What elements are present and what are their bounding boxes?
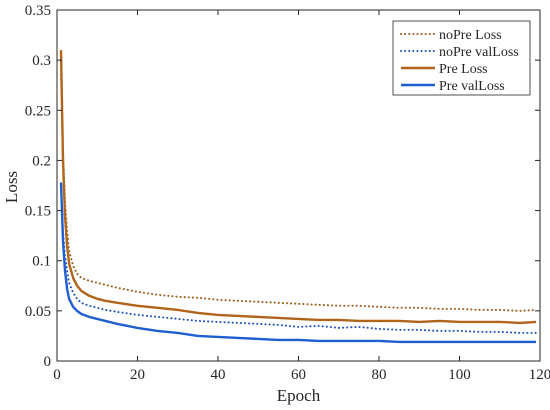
y-tick-label: 0 (44, 354, 52, 370)
series-line-pre-loss (59, 50, 537, 325)
y-tick-label: 0.05 (25, 304, 51, 320)
series-line-nopre-loss (60, 74, 537, 312)
axes (56, 9, 541, 362)
x-tick-label: 80 (372, 367, 387, 383)
legend-label: Pre valLoss (439, 79, 505, 94)
x-tick-label: 60 (291, 367, 306, 383)
x-axis-title: Epoch (277, 386, 321, 405)
x-tick-label: 40 (211, 367, 226, 383)
x-tick-label: 100 (448, 367, 471, 383)
y-tick-label: 0.2 (32, 153, 51, 169)
y-tick-label: 0.25 (25, 103, 51, 119)
y-tick-label: 0.3 (32, 53, 51, 69)
legend: noPre Loss noPre valLoss Pre Loss Pre valLo… (392, 20, 531, 96)
series-line-nopre-valloss (60, 184, 537, 334)
x-tick-label: 120 (529, 367, 550, 383)
y-tick-label: 0.15 (25, 204, 51, 220)
series-lines (59, 50, 537, 344)
y-tick-label: 0.1 (32, 254, 51, 270)
y-tick-label: 0.35 (25, 3, 51, 19)
legend-label: noPre Loss (439, 28, 502, 43)
x-tick-label: 0 (53, 367, 61, 383)
tick-labels: 0 20 40 60 80 100 120 0 0.05 0.1 0.15 0.2 0.25 0.3 0.3… (25, 3, 550, 383)
x-tick-label: 20 (130, 367, 145, 383)
legend-box (392, 20, 531, 96)
legend-label: noPre valLoss (439, 45, 519, 60)
y-axis-title: Loss (2, 171, 21, 203)
series-line-pre-valloss (59, 182, 536, 344)
legend-label: Pre Loss (439, 62, 488, 77)
